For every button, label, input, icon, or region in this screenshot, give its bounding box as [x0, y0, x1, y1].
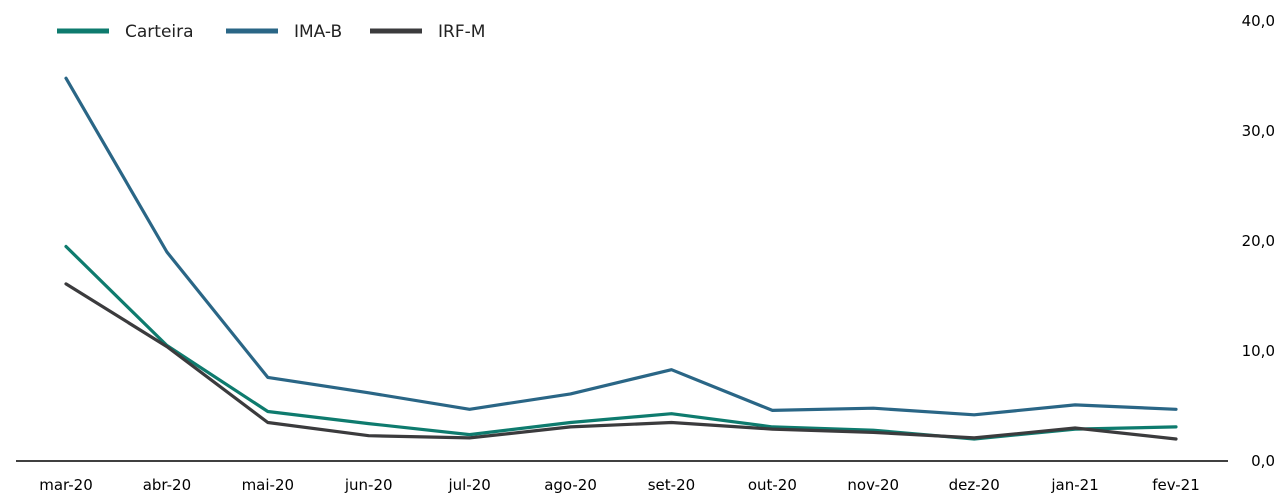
x-tick-label: fev-21	[1152, 476, 1199, 494]
x-tick-label: abr-20	[143, 476, 191, 494]
y-tick-label: 10,0	[1242, 342, 1275, 360]
series-line-irf-m	[64, 282, 1178, 441]
series-lines	[64, 76, 1178, 441]
y-tick-label: 0,0	[1251, 452, 1275, 470]
x-tick-label: jan-21	[1050, 476, 1098, 494]
legend-label-carteira: Carteira	[125, 22, 194, 42]
x-tick-label: nov-20	[847, 476, 899, 494]
y-tick-label: 20,0	[1242, 232, 1275, 250]
x-tick-labels: mar-20 abr-20 mai-20 jun-20 jul-20 ago-20 set-…	[39, 476, 1200, 494]
x-tick-label: ago-20	[544, 476, 597, 494]
x-tick-label: mai-20	[242, 476, 294, 494]
legend-label-ima-b: IMA-B	[294, 22, 342, 42]
y-tick-labels: 0,0 10,0 20,0 30,0 40,0	[1242, 12, 1275, 470]
x-tick-label: set-20	[648, 476, 695, 494]
series-line-ima-b	[64, 76, 1178, 417]
y-tick-label: 40,0	[1242, 12, 1275, 30]
x-tick-label: mar-20	[39, 476, 93, 494]
legend-label-irf-m: IRF-M	[438, 22, 485, 42]
x-tick-label: dez-20	[949, 476, 1000, 494]
legend: Carteira IMA-B IRF-M	[57, 22, 485, 42]
x-tick-label: jun-20	[344, 476, 393, 494]
y-tick-label: 30,0	[1242, 122, 1275, 140]
x-tick-label: jul-20	[447, 476, 490, 494]
x-tick-label: out-20	[748, 476, 797, 494]
